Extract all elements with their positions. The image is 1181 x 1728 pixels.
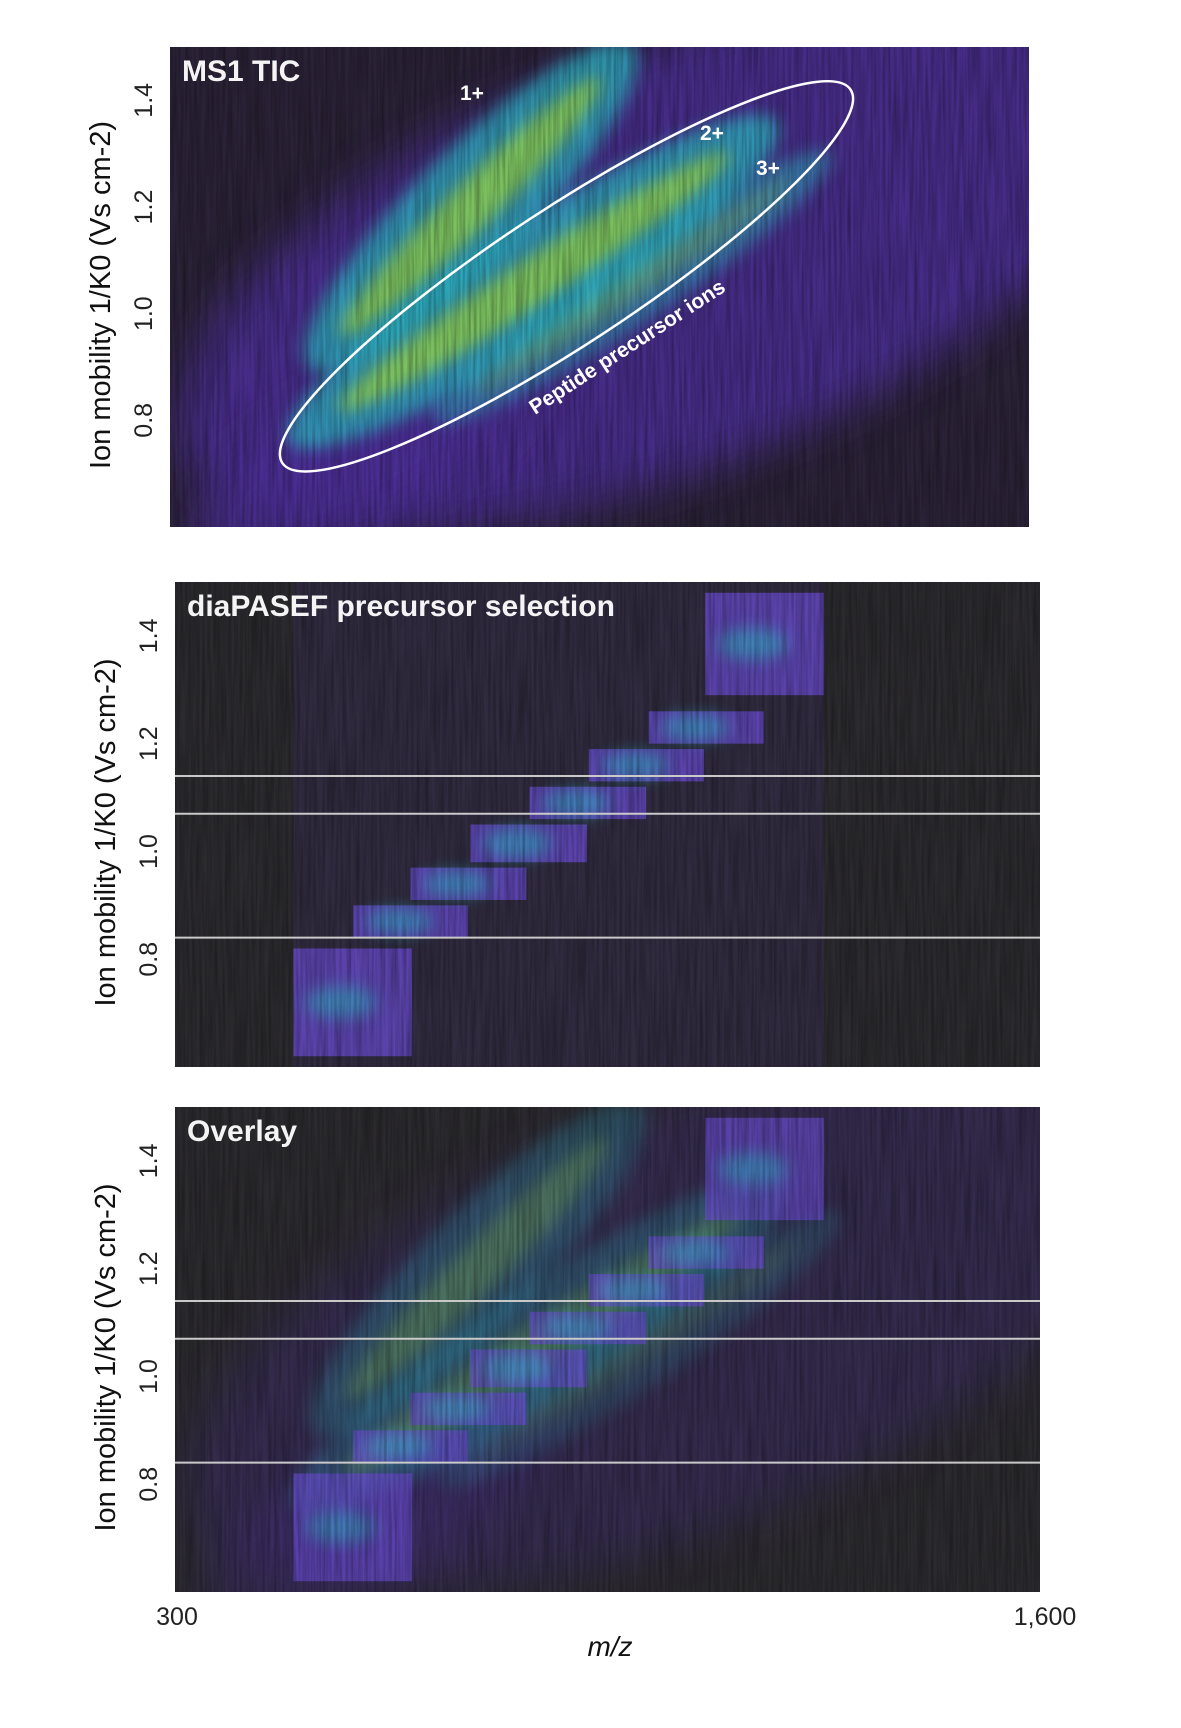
x-axis-label: m/z (587, 1631, 632, 1662)
charge-label-1: 1+ (460, 82, 484, 105)
panel-title: MS1 TIC (182, 55, 300, 88)
y-tick-label: 1.0 (135, 1359, 163, 1394)
y-tick-label: 1.4 (135, 618, 163, 653)
y-tick-label: 1.2 (135, 726, 163, 761)
y-tick-label: 1.0 (130, 296, 158, 331)
y-axis-label: Ion mobility 1/K0 (Vs cm-2) (90, 658, 122, 1006)
panel-content (175, 1107, 1040, 1592)
y-tick-label: 0.8 (135, 1467, 163, 1502)
charge-label-2: 2+ (700, 122, 724, 145)
y-tick-label: 1.4 (135, 1143, 163, 1178)
x-tick-label: 1,600 (1014, 1603, 1077, 1631)
y-tick-label: 0.8 (130, 403, 158, 438)
panel-title: Overlay (187, 1115, 297, 1148)
panel-title: diaPASEF precursor selection (187, 590, 615, 623)
y-tick-label: 0.8 (135, 942, 163, 977)
axes: 0.8 1.0 1.2 1.4 Ion mobility 1/K0 (Vs cm-2) 0… (85, 83, 1076, 1662)
signal-streak-texture (170, 47, 1029, 527)
precursor-ellipse (278, 79, 855, 473)
y-axis-label: Ion mobility 1/K0 (Vs cm-2) (85, 121, 117, 469)
signal-streak-texture (175, 1107, 1040, 1592)
panel-content (175, 582, 1040, 1067)
y-tick-label: 1.0 (135, 834, 163, 869)
signal-streak-texture (175, 582, 1040, 1067)
y-tick-label: 1.2 (135, 1251, 163, 1286)
y-tick-label: 1.4 (130, 83, 158, 118)
x-tick-label: 300 (156, 1603, 198, 1631)
panel-content: 1+2+3+Peptide precursor ions (170, 47, 1029, 527)
heatmap-panel-2: diaPASEF precursor selection (175, 582, 1040, 1067)
charge-label-3: 3+ (756, 157, 780, 180)
heatmap-panel-3: Overlay (175, 1107, 1040, 1592)
y-axis-label: Ion mobility 1/K0 (Vs cm-2) (90, 1183, 122, 1531)
y-tick-label: 1.2 (130, 190, 158, 225)
